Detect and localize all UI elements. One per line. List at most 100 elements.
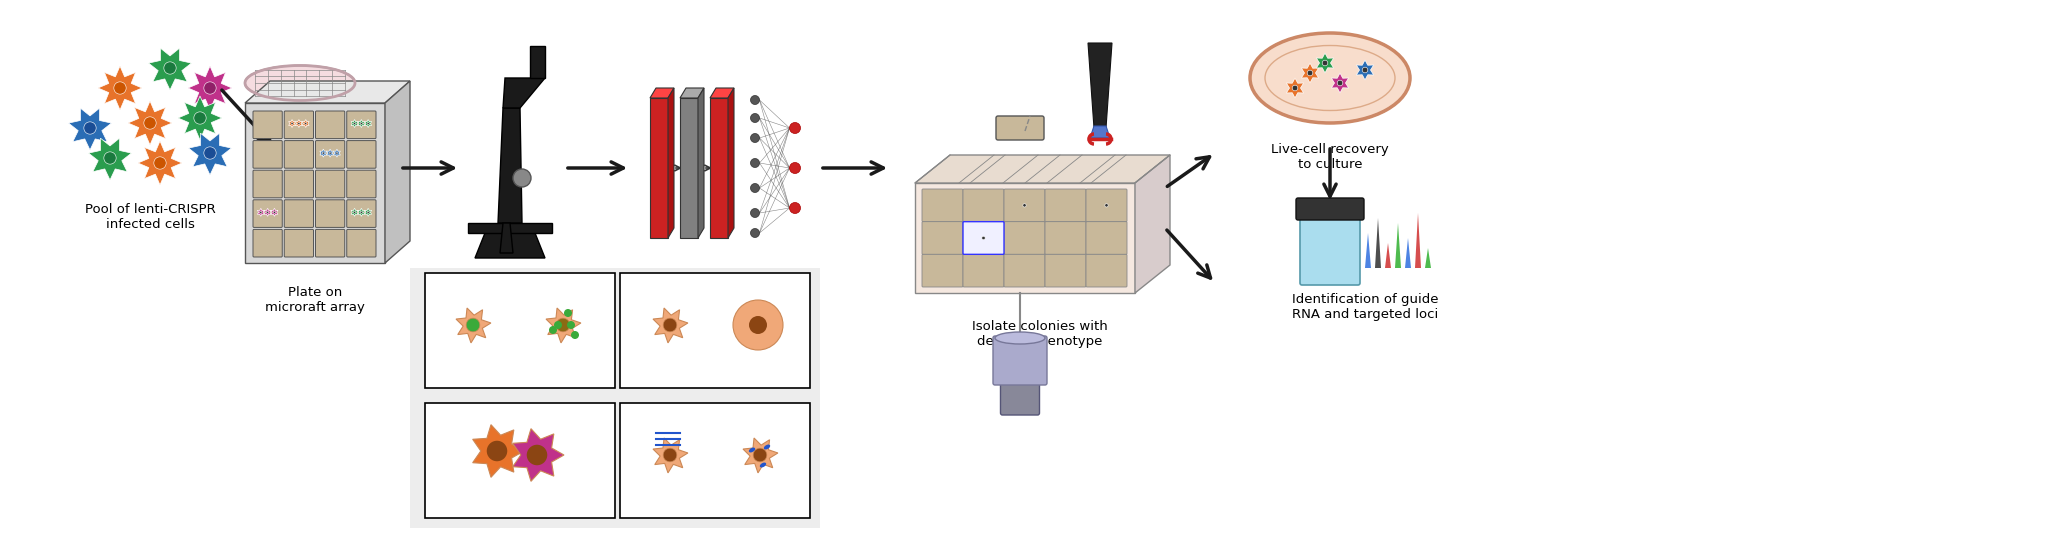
FancyBboxPatch shape [346,140,377,168]
Polygon shape [498,108,522,223]
Ellipse shape [246,66,354,101]
Polygon shape [246,103,385,263]
Polygon shape [127,101,172,145]
FancyBboxPatch shape [922,222,963,254]
Polygon shape [1090,126,1110,138]
Circle shape [750,316,768,334]
FancyBboxPatch shape [1004,222,1044,254]
Polygon shape [1356,60,1374,80]
Circle shape [336,152,338,154]
FancyBboxPatch shape [993,336,1047,385]
Ellipse shape [760,463,766,468]
FancyBboxPatch shape [426,273,614,388]
Polygon shape [289,119,295,128]
Circle shape [360,211,362,214]
FancyBboxPatch shape [254,140,283,168]
FancyBboxPatch shape [922,254,963,287]
Circle shape [788,202,801,214]
FancyBboxPatch shape [1044,222,1085,254]
Text: Cell-cell interactions: Cell-cell interactions [459,501,580,514]
Circle shape [164,62,176,74]
Polygon shape [653,308,688,343]
Polygon shape [1300,63,1319,83]
Text: Pool of lenti-CRISPR
infected cells: Pool of lenti-CRISPR infected cells [84,203,215,231]
FancyBboxPatch shape [963,222,1004,254]
Circle shape [750,159,760,167]
FancyBboxPatch shape [346,111,377,139]
Circle shape [1323,60,1327,66]
FancyBboxPatch shape [315,111,344,139]
Polygon shape [680,98,698,238]
FancyBboxPatch shape [1085,222,1126,254]
Polygon shape [68,108,111,150]
Circle shape [555,321,561,329]
Polygon shape [137,141,182,185]
FancyBboxPatch shape [346,170,377,198]
Circle shape [291,123,293,125]
Circle shape [104,152,117,164]
Circle shape [750,183,760,193]
FancyBboxPatch shape [254,229,283,257]
Text: Isolate colonies with
desired phenotype: Isolate colonies with desired phenotype [973,320,1108,348]
Polygon shape [1366,233,1370,268]
Polygon shape [680,88,705,98]
Polygon shape [500,223,512,253]
FancyBboxPatch shape [315,140,344,168]
Circle shape [1018,124,1022,128]
FancyBboxPatch shape [1001,379,1040,415]
Circle shape [360,123,362,125]
Polygon shape [512,429,563,482]
Polygon shape [711,98,727,238]
Polygon shape [88,138,131,180]
Polygon shape [475,233,545,258]
FancyBboxPatch shape [254,200,283,228]
Polygon shape [1415,213,1421,268]
Circle shape [981,236,985,240]
Polygon shape [303,119,309,128]
Circle shape [297,123,299,125]
Circle shape [526,445,547,465]
Polygon shape [473,424,524,477]
FancyBboxPatch shape [285,170,313,198]
FancyBboxPatch shape [285,140,313,168]
Circle shape [788,162,801,173]
Polygon shape [1374,218,1380,268]
FancyBboxPatch shape [254,111,283,139]
Polygon shape [188,133,231,175]
Polygon shape [1425,248,1432,268]
FancyBboxPatch shape [621,273,811,388]
FancyBboxPatch shape [346,229,377,257]
FancyBboxPatch shape [315,170,344,198]
Text: Identification of guide
RNA and targeted loci: Identification of guide RNA and targeted… [1292,293,1438,321]
Circle shape [305,123,307,125]
Polygon shape [1395,223,1401,268]
Circle shape [754,448,766,462]
FancyBboxPatch shape [285,229,313,257]
Polygon shape [295,119,303,128]
Polygon shape [1016,120,1026,132]
Polygon shape [365,119,371,128]
FancyBboxPatch shape [963,189,1004,222]
Circle shape [664,318,676,332]
Polygon shape [915,183,1135,293]
Ellipse shape [764,444,770,449]
Polygon shape [653,438,688,473]
Polygon shape [319,149,328,157]
Polygon shape [547,308,582,343]
Circle shape [664,448,676,462]
Ellipse shape [995,332,1044,344]
Circle shape [260,211,262,214]
FancyBboxPatch shape [963,222,1004,254]
Circle shape [1362,67,1368,73]
FancyBboxPatch shape [254,170,283,198]
Polygon shape [328,149,334,157]
Polygon shape [1087,43,1112,128]
Circle shape [205,147,217,159]
Polygon shape [1135,155,1169,293]
Circle shape [549,326,557,334]
Circle shape [563,309,571,317]
Circle shape [467,318,479,332]
Polygon shape [711,88,733,98]
Polygon shape [1405,238,1411,268]
FancyBboxPatch shape [1004,189,1044,222]
